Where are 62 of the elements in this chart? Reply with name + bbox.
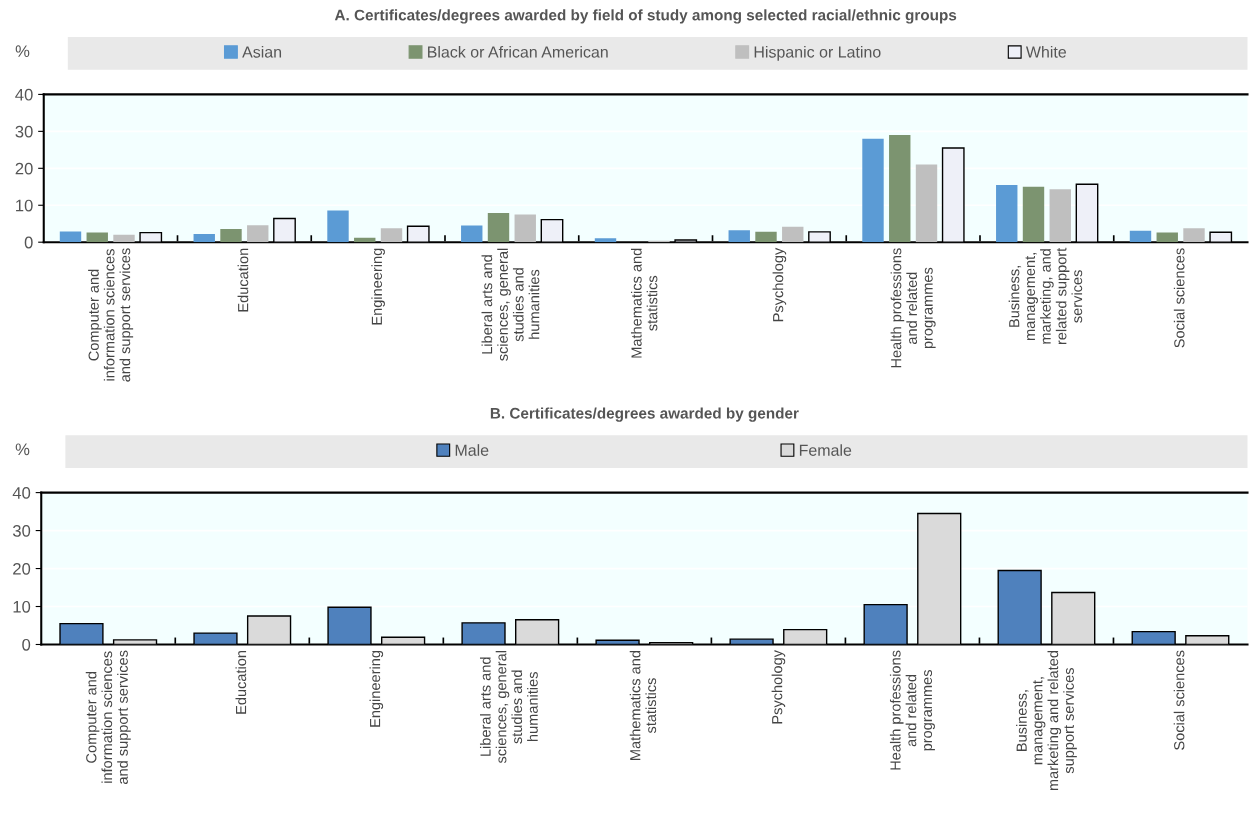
x-tick-label: Liberal arts and sciences, general studies and humanities <box>479 651 538 764</box>
x-tick-label: Education <box>237 248 249 312</box>
bar <box>220 228 242 243</box>
x-tick-label: Business, management, marketing and related support services <box>1016 650 1077 791</box>
y-tick-label: 40 <box>15 88 33 101</box>
x-tick-label: Social sciences <box>1173 248 1185 348</box>
bar <box>1183 228 1205 243</box>
x-tick-label: Engineering <box>371 248 385 325</box>
bar <box>327 210 349 243</box>
bar <box>461 225 483 243</box>
x-tick-label: Business, management, marketing, and related support services <box>1008 247 1083 345</box>
y-tick-label: 30 <box>15 125 33 138</box>
bar <box>728 230 750 243</box>
bar <box>594 238 617 243</box>
legend-label: White <box>1025 45 1066 58</box>
y-tick-label: 20 <box>15 162 33 175</box>
chart-title: B. Certificates/degrees awarded by gender <box>490 407 799 422</box>
y-tick-label: 20 <box>13 562 31 575</box>
bar <box>915 164 938 243</box>
y-tick-label: 10 <box>13 600 31 613</box>
legend-label: Male <box>455 444 489 456</box>
bar <box>782 226 804 243</box>
x-tick-label: Mathematics and statistics <box>630 248 658 358</box>
x-tick-label: Health professions and related programmes <box>890 248 936 368</box>
x-tick-label: Liberal arts and sciences, general studies and humanities <box>481 248 540 361</box>
bar <box>487 213 510 243</box>
bar <box>247 225 269 243</box>
chart-title: A. Certificates/degrees awarded by field of study among selected racial/ethnic groups <box>334 9 957 24</box>
bar <box>1129 230 1152 243</box>
legend-label: Hispanic or Latino <box>754 45 881 61</box>
x-tick-label: Engineering <box>369 650 384 727</box>
bar <box>889 135 911 243</box>
x-tick-label: Education <box>235 650 247 714</box>
y-tick-label: 0 <box>22 638 31 651</box>
x-tick-label: Social sciences <box>1173 650 1185 750</box>
bar <box>514 214 536 243</box>
x-tick-label: Psychology <box>772 247 787 322</box>
y-axis-title: % <box>15 45 30 57</box>
y-tick-label: 40 <box>12 487 31 499</box>
bar <box>59 231 82 243</box>
y-tick-label: 10 <box>16 199 33 212</box>
bar <box>755 231 777 243</box>
bar <box>1049 189 1071 243</box>
legend-label: Female <box>799 444 852 456</box>
y-tick-label: 30 <box>12 524 31 537</box>
x-tick-label: Mathematics and statistics <box>629 650 657 760</box>
bar <box>193 234 215 243</box>
bar <box>996 184 1018 243</box>
bar <box>862 138 884 243</box>
bar <box>113 234 135 243</box>
x-tick-label: Computer and information sciences and support services <box>85 650 131 784</box>
x-tick-label: Computer and information sciences and support services <box>88 248 134 382</box>
y-axis-title: % <box>15 443 30 456</box>
x-tick-label: Health professions and related programmes <box>889 650 935 770</box>
bar <box>1156 232 1178 243</box>
y-tick-label: 0 <box>24 236 33 249</box>
bar <box>1022 186 1045 243</box>
legend-label: Asian <box>242 45 282 58</box>
x-tick-label: Psychology <box>771 650 786 724</box>
bar <box>380 228 403 243</box>
bar <box>86 232 108 243</box>
legend-label: Black or African American <box>428 45 608 58</box>
